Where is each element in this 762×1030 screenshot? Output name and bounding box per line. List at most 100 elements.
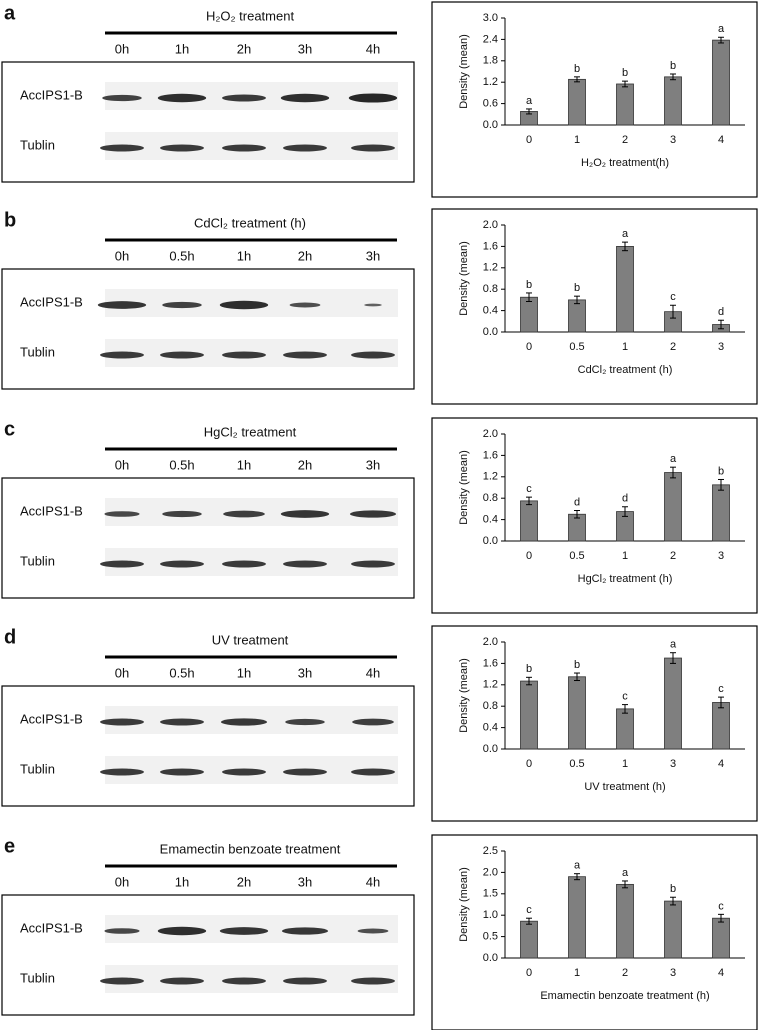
blot-band bbox=[162, 510, 202, 518]
blot-band bbox=[219, 300, 269, 310]
lane-label: 0h bbox=[115, 874, 129, 889]
x-tick-label: 0 bbox=[526, 967, 532, 979]
y-tick-label: 0.0 bbox=[483, 326, 498, 338]
bar bbox=[616, 708, 634, 750]
row-label: Tublin bbox=[20, 137, 55, 152]
significance-letter: d bbox=[622, 493, 628, 505]
lane-label: 4h bbox=[366, 41, 380, 56]
significance-letter: c bbox=[526, 904, 532, 916]
row-label: AccIPS1-B bbox=[20, 503, 83, 518]
blot-band bbox=[351, 977, 395, 985]
blot-band bbox=[222, 351, 266, 359]
lane-label: 1h bbox=[237, 457, 251, 472]
chart-frame bbox=[431, 834, 758, 1030]
row-label: AccIPS1-B bbox=[20, 711, 83, 726]
panel: b CdCl₂ treatment (h) 0h 0.5h 1h 2h 3h AccIPS1-… bbox=[1, 208, 758, 405]
significance-letter: a bbox=[526, 95, 533, 107]
x-tick-label: 1 bbox=[622, 341, 628, 353]
y-tick-label: 2.4 bbox=[483, 33, 498, 45]
lane-label: 3h bbox=[366, 457, 380, 472]
panel: a H₂O₂ treatment 0h 1h 2h 3h 4h AccIPS1-B Tublin… bbox=[1, 1, 758, 198]
significance-letter: b bbox=[574, 659, 580, 671]
significance-letter: a bbox=[574, 860, 581, 872]
x-tick-label: 3 bbox=[718, 341, 724, 353]
lane-label: 0.5h bbox=[169, 248, 194, 263]
x-tick-label: 1 bbox=[574, 967, 580, 979]
lane-label: 0h bbox=[115, 41, 129, 56]
significance-letter: a bbox=[622, 867, 629, 879]
bar bbox=[520, 296, 538, 333]
significance-letter: a bbox=[670, 453, 677, 465]
bar bbox=[568, 78, 586, 126]
blot-band bbox=[283, 560, 327, 568]
x-tick-label: 1 bbox=[574, 134, 580, 146]
x-tick-label: 3 bbox=[718, 550, 724, 562]
blot-frame bbox=[1, 894, 415, 1016]
blot-band bbox=[289, 302, 321, 308]
lane-label: 2h bbox=[237, 41, 251, 56]
panel-letter: e bbox=[4, 835, 15, 857]
x-tick-label: 2 bbox=[622, 967, 628, 979]
row-label: AccIPS1-B bbox=[20, 87, 83, 102]
blot-title: HgCl₂ treatment bbox=[204, 424, 297, 439]
blot-band bbox=[102, 94, 142, 102]
y-tick-label: 1.6 bbox=[483, 657, 498, 669]
y-tick-label: 2.0 bbox=[483, 219, 498, 231]
bar bbox=[616, 883, 634, 959]
y-tick-label: 0.8 bbox=[483, 700, 498, 712]
y-tick-label: 1.8 bbox=[483, 55, 498, 67]
x-tick-label: 3 bbox=[670, 134, 676, 146]
blot-title: Emamectin benzoate treatment bbox=[160, 841, 341, 856]
blot-band bbox=[160, 768, 204, 776]
y-tick-label: 1.6 bbox=[483, 240, 498, 252]
bar bbox=[616, 246, 634, 333]
blot-band bbox=[364, 303, 382, 307]
x-tick-label: 3 bbox=[670, 758, 676, 770]
bar bbox=[664, 472, 682, 542]
blot-band bbox=[283, 977, 327, 985]
significance-letter: d bbox=[718, 306, 724, 318]
y-tick-label: 2.0 bbox=[483, 866, 498, 878]
blot-band bbox=[351, 768, 395, 776]
bar bbox=[520, 500, 538, 542]
blot-band bbox=[160, 144, 204, 152]
blot-band bbox=[357, 928, 389, 934]
y-tick-label: 1.0 bbox=[483, 909, 498, 921]
blot-band bbox=[160, 560, 204, 568]
chart-frame bbox=[431, 625, 758, 822]
bar bbox=[568, 876, 586, 959]
row-label: AccIPS1-B bbox=[20, 294, 83, 309]
bar bbox=[712, 39, 730, 126]
y-tick-label: 1.2 bbox=[483, 679, 498, 691]
bar bbox=[712, 917, 730, 959]
lane-label: 3h bbox=[298, 41, 312, 56]
significance-letter: a bbox=[622, 228, 629, 240]
lane-label: 3h bbox=[298, 665, 312, 680]
blot-band bbox=[160, 718, 204, 726]
x-tick-label: 0 bbox=[526, 550, 532, 562]
blot-band bbox=[351, 560, 395, 568]
panel: e Emamectin benzoate treatment 0h 1h 2h 3h 4h A… bbox=[1, 834, 758, 1030]
lane-label: 4h bbox=[366, 874, 380, 889]
blot-band bbox=[283, 768, 327, 776]
blot-band bbox=[280, 510, 330, 518]
blot-band bbox=[100, 560, 144, 568]
y-tick-label: 3.0 bbox=[483, 12, 498, 24]
x-axis-label: CdCl₂ treatment (h) bbox=[578, 364, 673, 376]
blot-frame bbox=[1, 685, 415, 807]
y-tick-label: 0.8 bbox=[483, 492, 498, 504]
lane-label: 4h bbox=[366, 665, 380, 680]
chart-frame bbox=[431, 1, 758, 198]
lane-label: 1h bbox=[175, 41, 189, 56]
blot-band bbox=[222, 977, 266, 985]
x-tick-label: 0.5 bbox=[569, 758, 584, 770]
lane-label: 0h bbox=[115, 248, 129, 263]
blot-band bbox=[104, 928, 140, 934]
bar bbox=[616, 83, 634, 126]
x-tick-label: 0.5 bbox=[569, 550, 584, 562]
x-tick-label: 1 bbox=[622, 758, 628, 770]
blot-band bbox=[351, 144, 395, 152]
blot-band bbox=[157, 93, 207, 103]
lane-label: 0.5h bbox=[169, 457, 194, 472]
